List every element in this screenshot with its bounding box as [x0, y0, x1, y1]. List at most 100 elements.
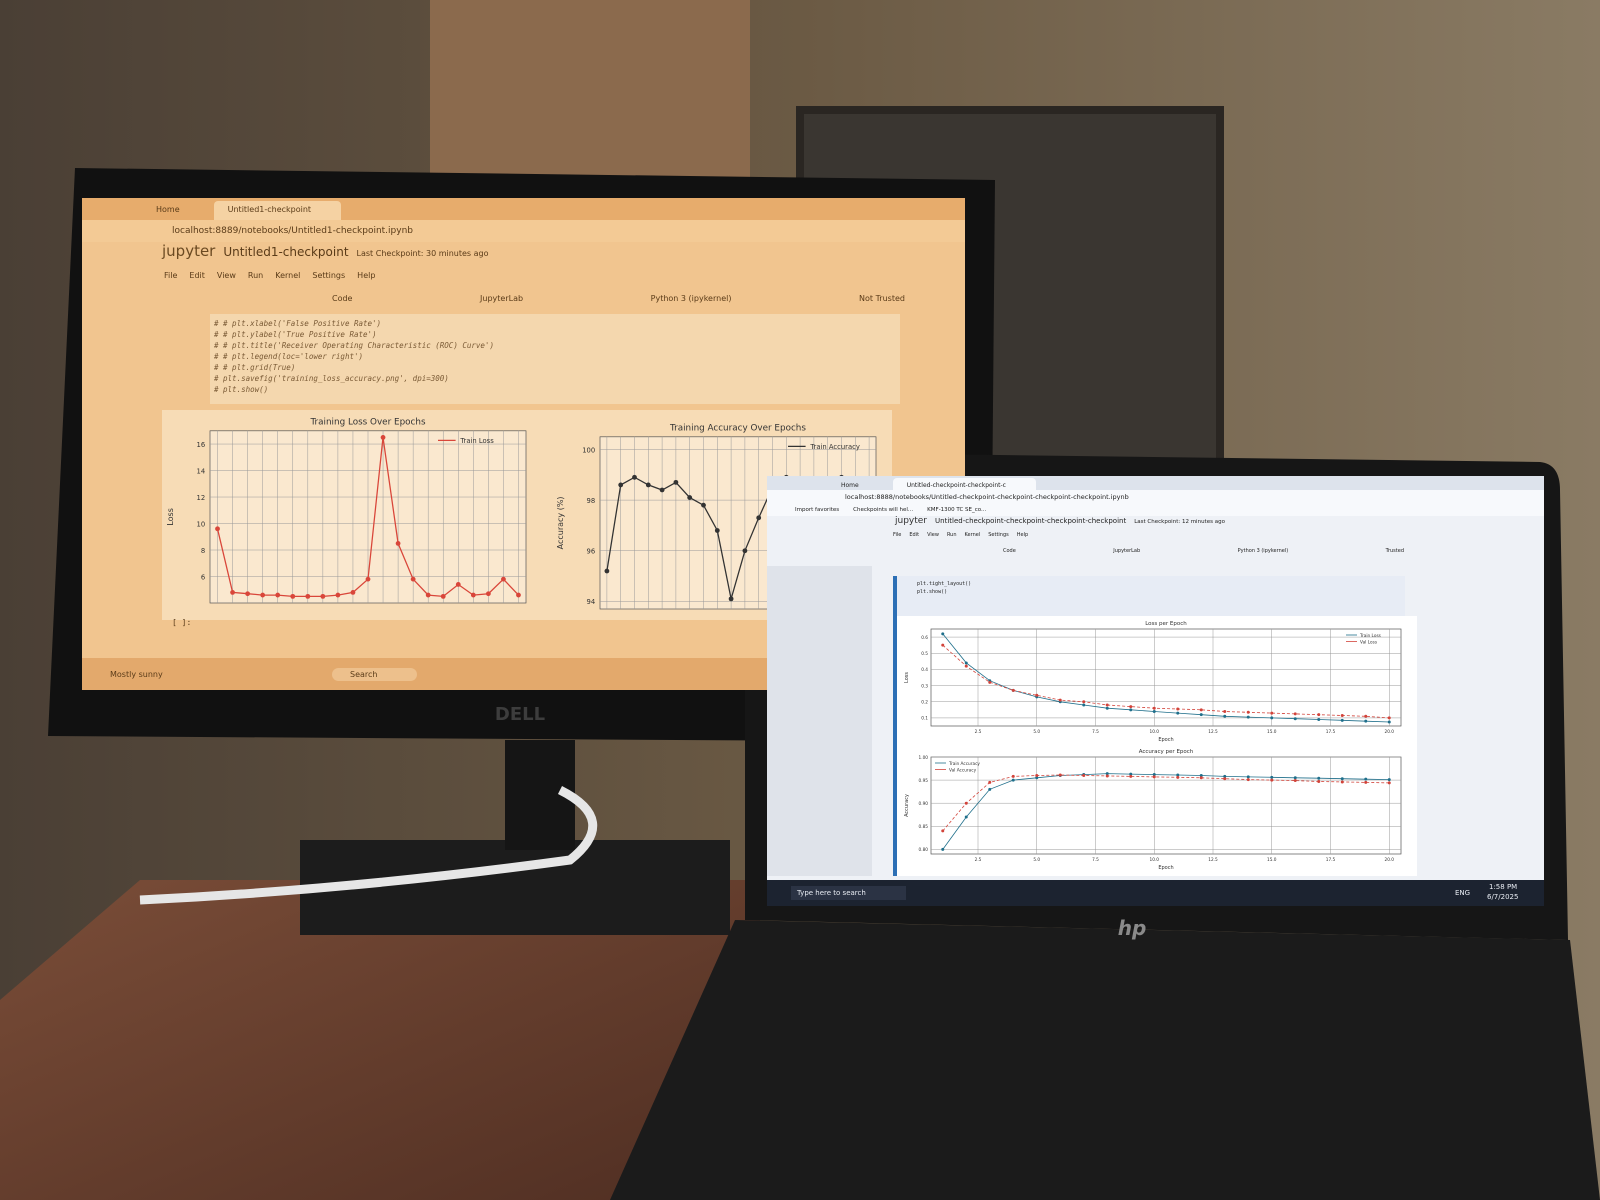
chart: Loss per Epoch Loss Epoch 0.1 0.2 0.3 0.4 0.5 0.… — [904, 621, 1402, 743]
data-point — [1364, 780, 1368, 784]
code-line: # # plt.title('Receiver Operating Charac… — [214, 341, 494, 350]
data-point — [1270, 775, 1274, 779]
x-tick-label: 7.5 — [1092, 729, 1099, 735]
chart-title: Accuracy per Epoch — [1139, 749, 1194, 755]
data-point — [290, 593, 296, 599]
y-tick-label: 0.5 — [921, 651, 928, 657]
data-point — [742, 548, 748, 554]
data-point — [1364, 714, 1368, 718]
data-point — [410, 576, 416, 582]
menu-bar: File Edit View Run Kernel Settings Help — [767, 532, 1544, 541]
data-point — [380, 435, 386, 440]
language[interactable]: ENG — [1455, 889, 1471, 897]
bookmark[interactable]: KMF-1300 TC SE_co... — [927, 507, 987, 513]
menu-item[interactable]: Help — [357, 271, 376, 280]
trust-status[interactable]: Trusted — [1385, 548, 1404, 554]
data-point — [1364, 777, 1368, 781]
menu-item[interactable]: Kernel — [275, 271, 301, 280]
menu-item[interactable]: Settings — [988, 532, 1009, 538]
menu-item[interactable]: View — [927, 532, 939, 538]
data-point — [1058, 698, 1062, 702]
trust-status[interactable]: Not Trusted — [859, 293, 905, 303]
data-point — [1387, 720, 1391, 724]
data-point — [988, 780, 992, 784]
jupyterlab-link[interactable]: JupyterLab — [480, 293, 524, 303]
y-tick-label: 10 — [197, 520, 206, 528]
clock-time[interactable]: 1:58 PM — [1489, 883, 1518, 891]
data-point — [1105, 706, 1109, 710]
laptop-brand: hp — [1118, 916, 1147, 940]
address-bar[interactable]: localhost:8889/notebooks/Untitled1-check… — [82, 220, 965, 242]
notebook-name[interactable]: Untitled1-checkpoint — [223, 245, 349, 259]
code-line: # plt.show() — [214, 385, 269, 394]
code-cell[interactable]: plt.tight_layout() plt.show() — [893, 576, 1405, 616]
search-box[interactable]: Type here to search — [791, 886, 906, 900]
clock-date[interactable]: 6/7/2025 — [1487, 893, 1519, 901]
data-point — [1293, 717, 1297, 721]
cell-type[interactable]: Code — [332, 293, 353, 303]
menu-item[interactable]: Run — [247, 271, 264, 280]
weather[interactable]: Mostly sunny — [110, 670, 163, 679]
plot-area — [930, 628, 1402, 727]
kernel-status: Python 3 (ipykernel) — [1237, 548, 1289, 554]
menu-item[interactable]: View — [216, 271, 236, 280]
x-tick-label: 5.0 — [1033, 729, 1040, 735]
y-axis-label: Loss — [166, 508, 175, 526]
data-point — [941, 632, 945, 636]
data-point — [1317, 776, 1321, 780]
data-point — [618, 482, 624, 488]
data-point — [988, 680, 992, 684]
data-point — [1317, 713, 1321, 717]
tab[interactable]: Home — [841, 482, 859, 489]
chart: Training Loss Over Epochs Loss 6 8 10 12 14 16 T… — [166, 417, 527, 604]
tab[interactable]: Untitled1-checkpoint — [213, 201, 342, 220]
address-bar[interactable]: localhost:8888/notebooks/Untitled-checkp… — [767, 490, 1544, 504]
taskbar: Type here to search ENG 1:58 PM 6/7/2025 — [767, 880, 1544, 906]
x-tick-label: 17.5 — [1326, 729, 1336, 735]
code-cell[interactable]: # # plt.xlabel('False Positive Rate') # #… — [210, 314, 900, 404]
menu-item[interactable]: File — [164, 271, 178, 280]
tab[interactable]: Untitled-checkpoint-checkpoint-c — [892, 478, 1036, 490]
y-tick-label: 0.80 — [919, 847, 929, 853]
chart-title: Loss per Epoch — [1145, 621, 1187, 627]
bookmark[interactable]: Import favorites — [795, 507, 840, 513]
data-point — [1293, 779, 1297, 783]
data-point — [1340, 777, 1344, 781]
data-point — [964, 815, 968, 819]
notebook-name[interactable]: Untitled-checkpoint-checkpoint-checkpoin… — [935, 517, 1127, 525]
tab-bar: Home Untitled1-checkpoint — [82, 198, 965, 220]
data-point — [335, 592, 341, 598]
y-tick-label: 0.6 — [921, 635, 928, 641]
data-point — [714, 528, 720, 533]
data-point — [1105, 774, 1109, 778]
menu-item[interactable]: File — [893, 532, 902, 538]
menu-item[interactable]: Edit — [189, 271, 205, 280]
data-point — [440, 593, 446, 599]
menu-item[interactable]: Help — [1016, 532, 1029, 538]
bookmark[interactable]: Checkpoints will hel... — [853, 507, 914, 513]
menu-item[interactable]: Kernel — [964, 532, 981, 538]
data-point — [645, 482, 651, 488]
data-point — [1058, 773, 1062, 777]
data-point — [365, 576, 371, 582]
y-tick-label: 0.2 — [921, 700, 928, 706]
x-tick-label: 17.5 — [1326, 857, 1336, 863]
data-point — [1340, 713, 1344, 717]
data-point — [275, 592, 281, 598]
y-tick-label: 14 — [197, 467, 206, 475]
menu-item[interactable]: Edit — [909, 532, 920, 538]
cell-type[interactable]: Code — [1003, 548, 1016, 554]
legend-label: Train Loss — [459, 437, 494, 445]
menu-item[interactable]: Settings — [312, 271, 346, 280]
y-tick-label: 94 — [587, 598, 596, 606]
data-point — [1035, 693, 1039, 697]
y-tick-label: 96 — [587, 548, 596, 556]
tab[interactable]: Home — [156, 205, 180, 214]
menu-item[interactable]: Run — [946, 532, 957, 538]
jupyterlab-link[interactable]: JupyterLab — [1113, 548, 1141, 554]
checkpoint-info: Last Checkpoint: 30 minutes ago — [356, 249, 489, 258]
legend-label: Train Accuracy — [948, 761, 980, 767]
y-tick-label: 6 — [201, 573, 205, 581]
search-box[interactable]: Search — [332, 668, 418, 681]
